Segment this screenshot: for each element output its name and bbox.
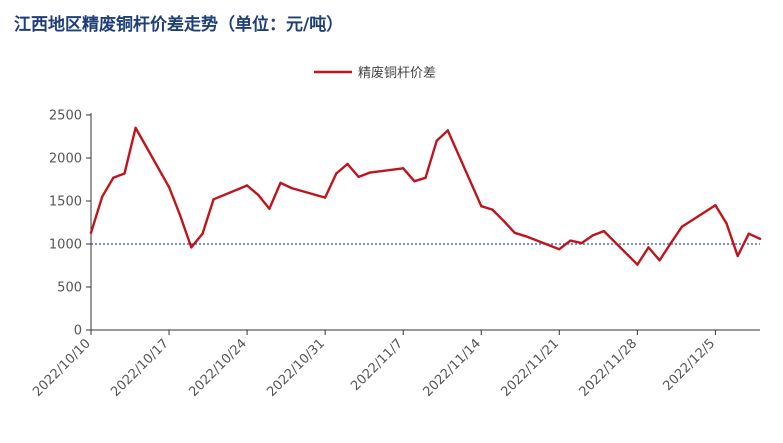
data-point — [658, 259, 661, 262]
legend: 精废铜杆价差 — [314, 65, 436, 81]
x-tick-label: 2022/10/24 — [186, 336, 250, 400]
data-point — [435, 139, 438, 142]
x-axis-ticks: 2022/10/10 2022/10/17 2022/10/24 2022/10/31… — [30, 330, 718, 400]
data-point — [290, 186, 293, 190]
y-tick-label: 2500 — [49, 109, 82, 124]
data-point — [123, 172, 126, 175]
data-point — [279, 181, 282, 185]
data-point — [602, 229, 606, 233]
y-tick-label: 1000 — [49, 238, 82, 253]
y-tick-label: 0 — [74, 324, 82, 339]
legend-label: 精废铜杆价差 — [358, 65, 436, 81]
data-point — [591, 234, 594, 237]
data-point — [636, 263, 639, 266]
data-point — [524, 235, 528, 238]
data-point — [513, 231, 516, 234]
data-point — [112, 176, 115, 179]
data-point — [580, 241, 583, 245]
data-point — [491, 208, 494, 211]
x-tick-label: 2022/11/28 — [577, 336, 641, 400]
x-tick-label: 2022/11/21 — [499, 336, 563, 400]
data-point — [714, 204, 717, 207]
x-tick-label: 2022/10/10 — [30, 336, 94, 400]
chart-title: 江西地区精废铜杆价差走势（单位：元/吨） — [14, 15, 344, 35]
data-point — [747, 232, 750, 235]
data-point — [257, 193, 260, 197]
series-group — [89, 126, 762, 266]
data-point — [402, 167, 405, 170]
data-point — [758, 237, 762, 240]
y-tick-label: 1500 — [49, 195, 82, 210]
y-tick-label: 500 — [57, 281, 82, 296]
data-point — [346, 162, 349, 166]
data-point — [480, 205, 483, 208]
data-point — [502, 219, 505, 222]
x-tick-label: 2022/11/7 — [348, 336, 406, 394]
data-point — [647, 246, 650, 249]
data-point — [558, 248, 561, 251]
data-point — [725, 222, 728, 225]
data-point — [680, 225, 684, 228]
data-point — [167, 186, 171, 189]
data-point — [190, 246, 193, 249]
data-point — [736, 254, 739, 258]
data-point — [134, 126, 137, 130]
data-point — [268, 207, 271, 210]
data-point — [368, 171, 371, 174]
axes — [90, 113, 760, 331]
data-point — [89, 231, 93, 234]
x-tick-label: 2022/10/31 — [264, 336, 328, 400]
data-point — [212, 198, 215, 201]
data-point — [357, 175, 360, 179]
data-point — [101, 195, 104, 198]
x-tick-label: 2022/12/5 — [660, 336, 718, 394]
x-tick-label: 2022/10/17 — [108, 336, 172, 400]
data-point — [569, 239, 572, 242]
y-tick-label: 2000 — [49, 152, 82, 167]
data-point — [446, 129, 449, 132]
data-point — [413, 180, 416, 183]
data-point — [335, 172, 338, 175]
data-point — [201, 232, 204, 235]
data-point — [179, 214, 182, 217]
y-axis-ticks: 0 500 1000 1500 2000 2500 — [49, 109, 91, 339]
data-point — [424, 176, 427, 179]
data-point — [669, 241, 672, 245]
data-point — [245, 184, 249, 187]
data-point — [323, 196, 327, 199]
x-tick-label: 2022/11/14 — [420, 336, 484, 400]
